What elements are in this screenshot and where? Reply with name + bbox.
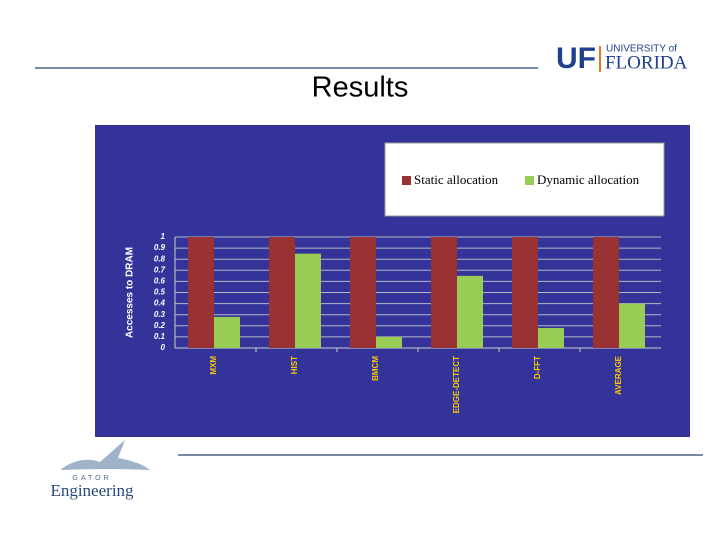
bar	[269, 237, 295, 348]
bar	[295, 253, 321, 348]
y-tick-label: 0	[161, 343, 166, 352]
chart: 0 0.1 0.2 0.3 0.4 0.5 0.6 0.7 0.8 0.9 1 Accesses to…	[125, 172, 661, 413]
y-tick-label: 1	[161, 232, 166, 241]
bar	[512, 237, 538, 348]
bar	[538, 328, 564, 348]
bar	[619, 303, 645, 348]
y-tick-label: 0.1	[154, 332, 166, 341]
logo-small: GATOR	[72, 475, 111, 482]
bar	[214, 316, 240, 348]
y-tick-label: 0.8	[154, 254, 166, 263]
x-tick-label: BMCM	[371, 356, 380, 381]
y-tick-label: 0.7	[154, 265, 166, 274]
x-tick-label: HIST	[290, 356, 299, 374]
y-tick-label: 0.2	[154, 321, 166, 330]
logo-line1: UNIVERSITY of	[606, 44, 677, 55]
x-tick-label: D-FFT	[533, 356, 542, 379]
y-axis-label: Accesses to DRAM	[125, 247, 136, 338]
y-tick-label: 0.3	[154, 310, 166, 319]
x-tick-label: AVERAGE	[614, 355, 623, 395]
bar	[350, 237, 376, 348]
y-tick-label: 0.4	[154, 299, 166, 308]
y-tick-label: 0.6	[154, 277, 166, 286]
legend-label: Dynamic allocation	[537, 172, 640, 187]
bar	[376, 336, 402, 348]
x-tick-label: MXM	[209, 356, 218, 375]
legend-swatch	[525, 176, 534, 185]
x-tick-label: EDGE-DETECT	[452, 356, 461, 413]
logo-line2: FLORIDA	[605, 52, 688, 73]
legend-label: Static allocation	[414, 172, 499, 187]
logo-mark: UF	[556, 42, 596, 75]
legend-swatch	[402, 176, 411, 185]
y-tick-label: 0.9	[154, 243, 166, 252]
bar	[188, 237, 214, 348]
slide-title: Results	[312, 72, 409, 104]
bar	[431, 237, 457, 348]
logo-big: Engineering	[50, 481, 134, 500]
y-tick-label: 0.5	[154, 288, 166, 297]
gator-icon	[60, 440, 150, 470]
bar	[457, 275, 483, 348]
bar	[593, 237, 619, 348]
legend-box	[384, 142, 665, 217]
